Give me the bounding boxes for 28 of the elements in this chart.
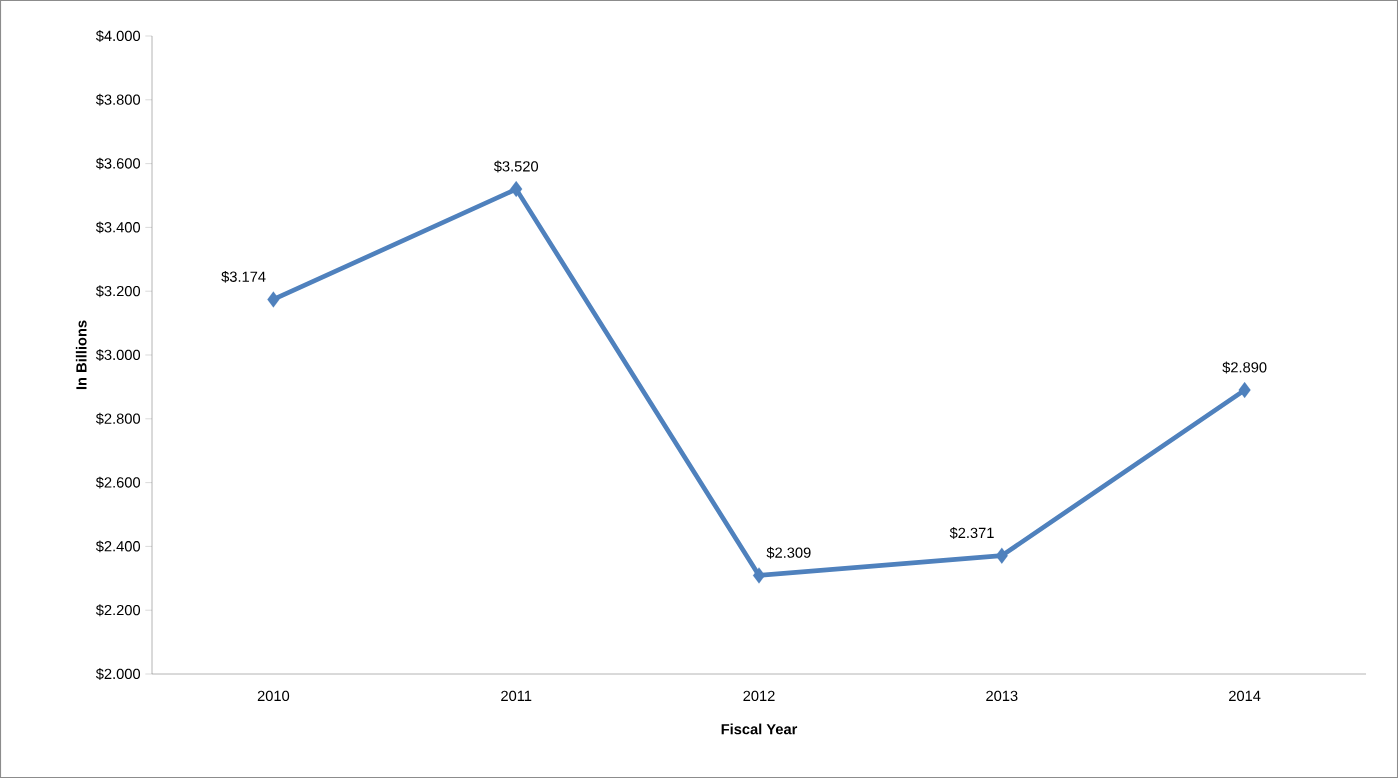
x-tick-label: 2012 (743, 690, 775, 702)
x-tick-label: 2010 (257, 690, 290, 702)
data-label: $2.309 (766, 546, 811, 559)
point (510, 181, 523, 198)
y-tick-label: $3.400 (95, 221, 141, 234)
x-tick-label: 2014 (1229, 690, 1261, 702)
y-tick-label: $2.400 (95, 540, 141, 553)
point (995, 547, 1008, 564)
y-tick-label: $3.800 (95, 93, 141, 106)
y-axis-title: In Billions (75, 320, 87, 390)
data-label: $2.890 (1222, 361, 1267, 374)
data-label: $2.371 (949, 527, 994, 539)
point (1238, 382, 1251, 399)
point (752, 567, 766, 584)
x-tick-label: 2013 (986, 690, 1018, 702)
y-tick-label: $4.000 (95, 30, 141, 42)
y-tick-label: $2.200 (95, 604, 141, 617)
y-tick-label: $2.800 (95, 412, 141, 425)
data-label: $3.520 (493, 160, 539, 173)
x-axis-title: Fiscal Year (721, 723, 798, 735)
y-tick-label: $2.000 (95, 668, 141, 680)
y-tick-label: $2.600 (95, 476, 141, 489)
y-tick-label: $3.200 (95, 285, 141, 298)
data-label: $3.174 (221, 270, 266, 283)
x-tick-label: 2011 (501, 690, 532, 702)
y-tick-label: $3.600 (95, 157, 141, 170)
y-tick-label: $3.000 (95, 349, 141, 361)
point (267, 291, 280, 308)
